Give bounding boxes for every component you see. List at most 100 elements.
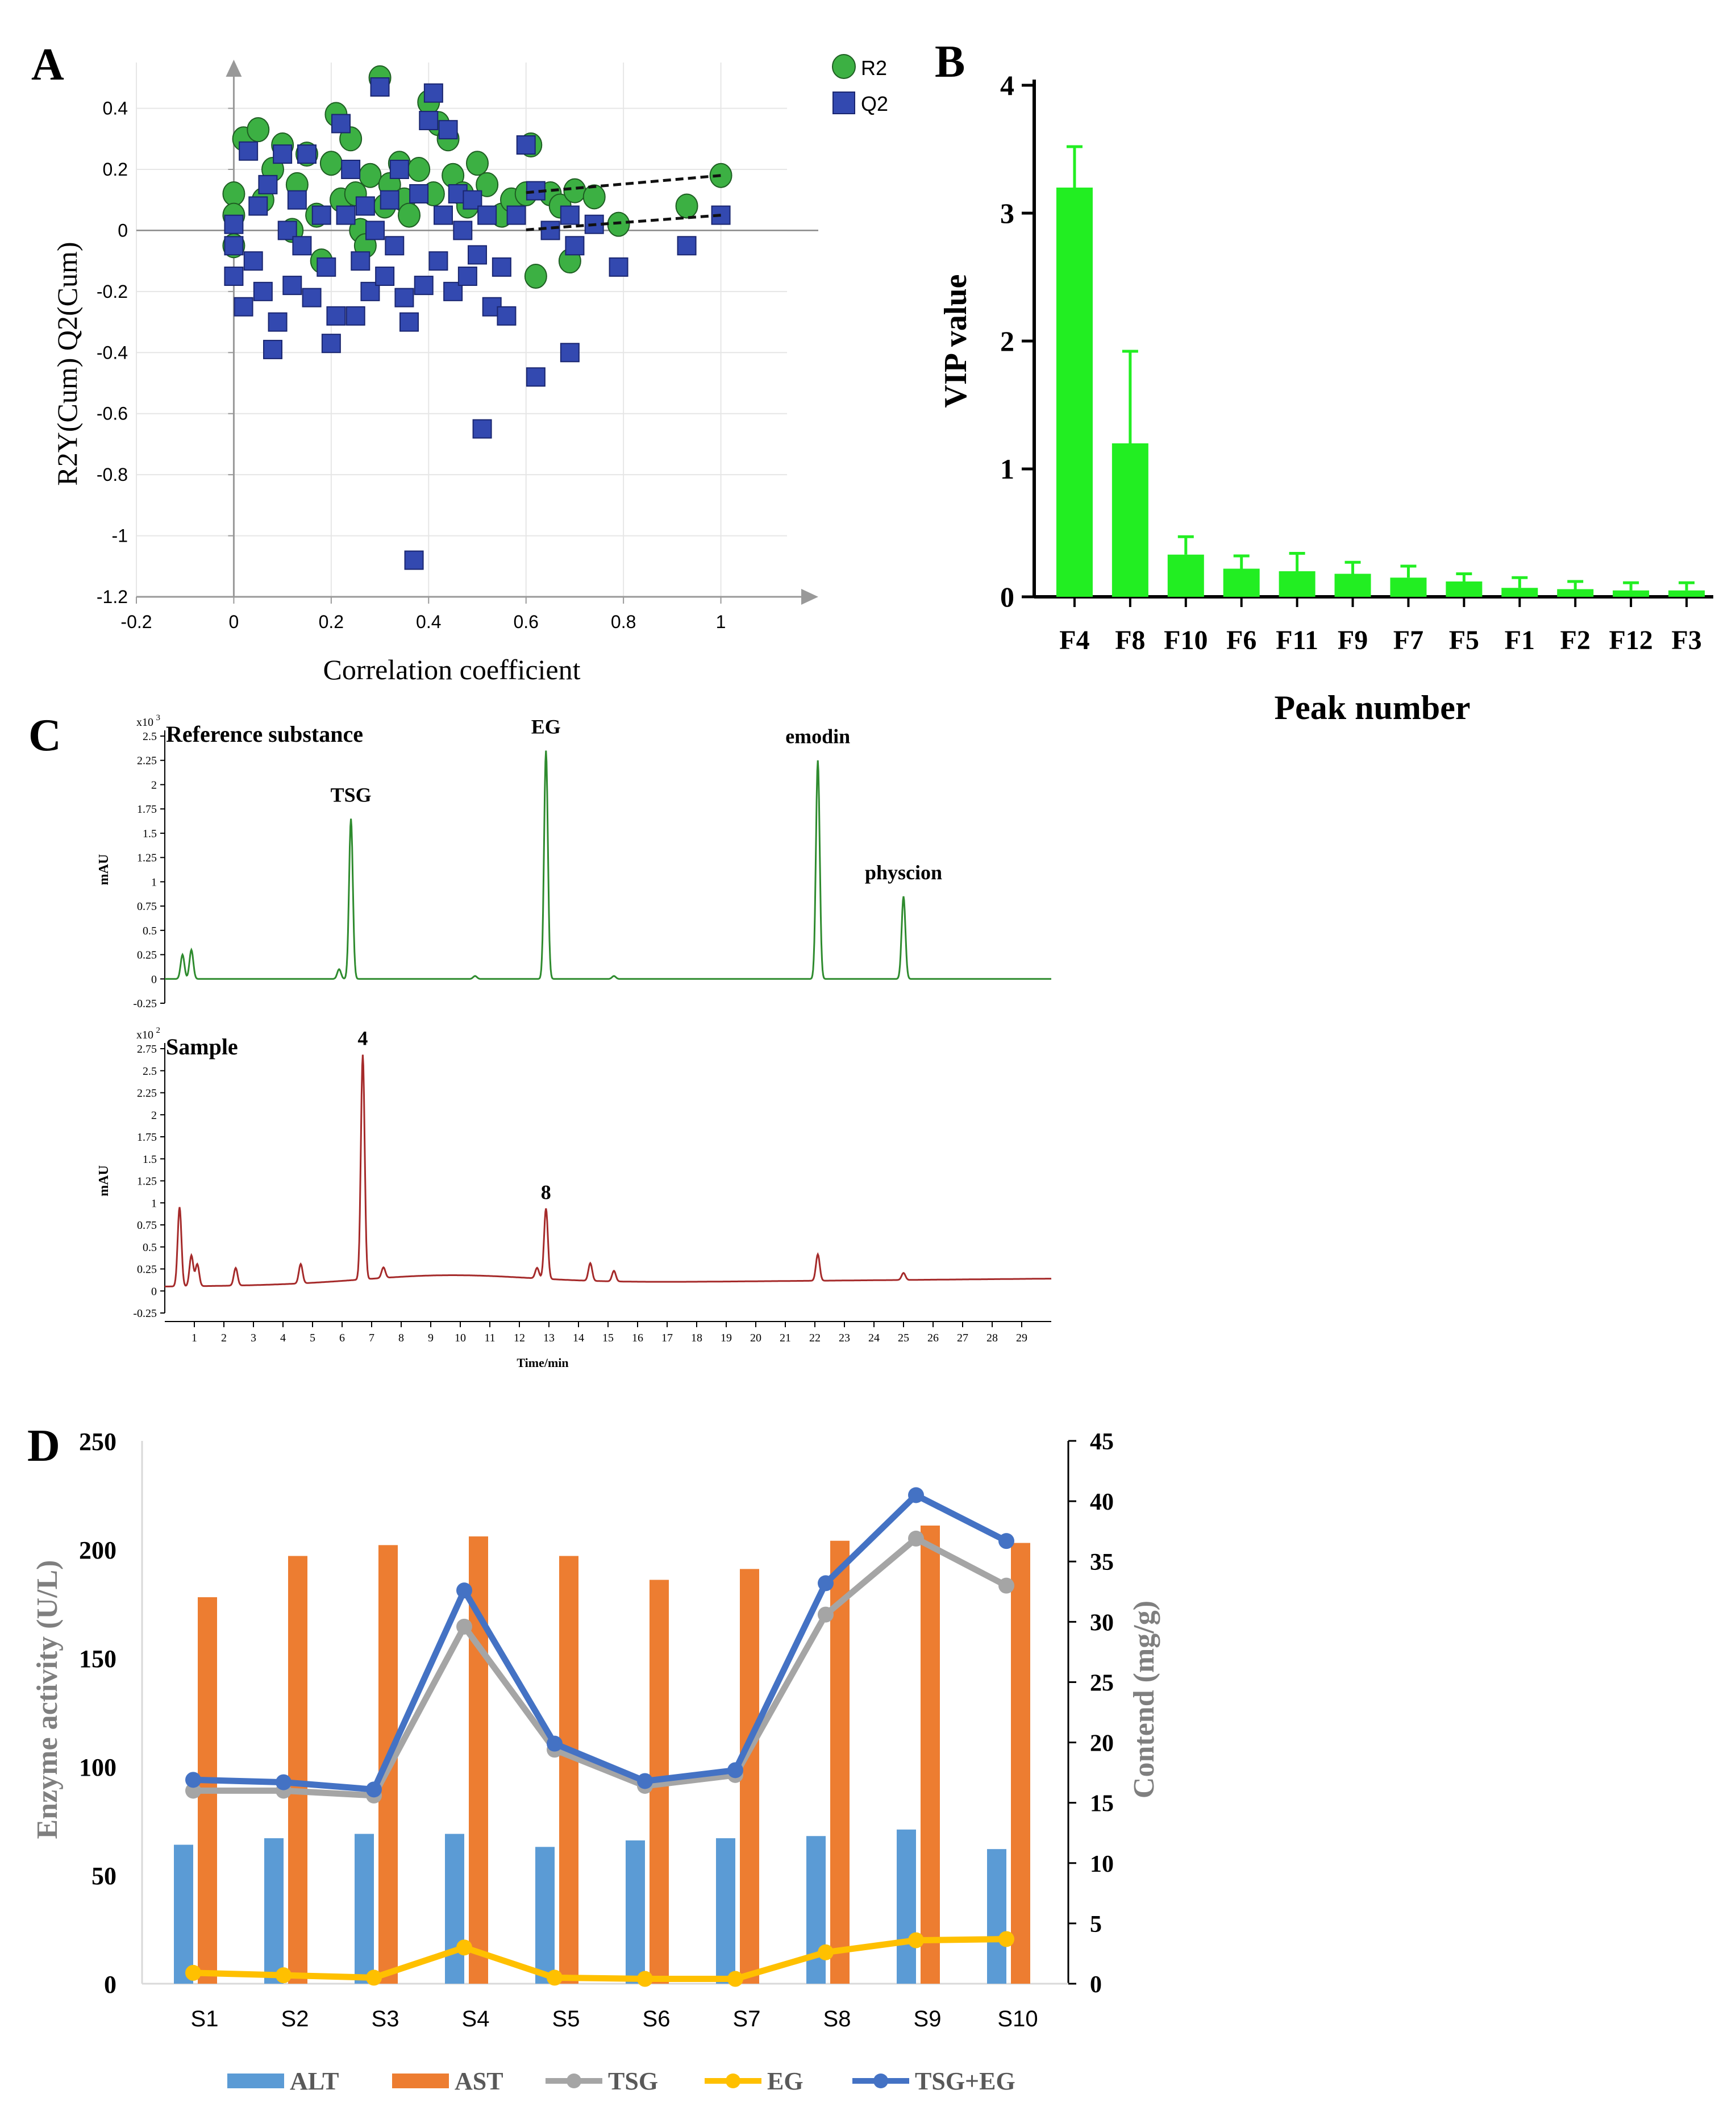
regression-line-q2 [526,214,721,231]
x-tick-label: 20 [750,1332,761,1344]
vip-bar [1668,590,1705,597]
x-tick-label: 9 [428,1332,434,1344]
x-tick-label: 2 [221,1332,227,1344]
x-tick-label: 26 [927,1332,939,1344]
ast-bar [921,1525,940,1984]
q2-point [302,288,322,308]
panel-a-y-ticks: 0.4 0.2 0 -0.2 -0.4 -0.6 -0.8 -1 -1.2 [97,98,234,607]
vip-bar [1111,443,1148,597]
y-tick-label: 0.25 [137,1264,157,1276]
y-tick-label: 0 [118,220,128,240]
panel-a-x-label: Correlation coefficient [323,654,580,685]
right-tick-label: 10 [1090,1851,1114,1877]
x-tick-label: S9 [914,2006,942,2031]
alt-bar [987,1849,1006,1984]
q2-point [311,205,331,225]
q2-point [243,251,263,271]
q2-point [341,160,361,179]
left-tick-label: 200 [79,1536,116,1564]
x-tick-label: S4 [462,2006,490,2031]
q2-point [282,276,302,296]
legend-r2-label: R2 [861,56,887,80]
y-tick-label: 2.75 [137,1043,157,1056]
x-tick-label: 6 [339,1332,345,1344]
vip-bar [1167,554,1204,597]
panel-c-time-ticks: 1 2 3 4 5 6 7 8 9 10 11 12 13 14 15 16 17 18 19 20 21 22 23 24 2… [165,1321,1051,1344]
legend-label: AST [455,2067,503,2095]
q2-point [273,144,293,164]
q2-point [234,297,253,317]
q2-point [453,221,473,240]
q2-point [375,267,395,286]
y-tick-label: 1.25 [137,1175,157,1188]
left-tick-label: 250 [79,1428,116,1456]
x-tick-label: 5 [310,1332,315,1344]
right-tick-label: 25 [1090,1670,1114,1696]
eg-line [193,1936,1007,1982]
y-tick-label: 0 [151,973,157,986]
x-tick-label: 11 [484,1332,495,1344]
q2-point [399,312,419,332]
left-tick-label: 100 [79,1754,116,1781]
alt-bar [716,1838,735,1984]
q2-point [394,288,414,308]
x-tick-label: S2 [281,2006,309,2031]
legend-r2-marker [832,54,856,79]
panel-a: A -0.2 0 0.2 0.4 0.6 0.8 1 0.4 0.2 0 -0.2 -0.4 -0.6… [31,40,888,685]
panel-b: B 0 1 2 3 4 F4 F8 F10 F6 F11 F9 F7 F5 F1 F2 F12 F3 Peak … [935,37,1713,726]
r2-point [607,211,630,237]
x-tick-label: 7 [369,1332,374,1344]
q2-point [477,205,497,225]
tsg-eg-marker [818,1575,834,1592]
q2-point [370,77,390,97]
vip-bar [1446,581,1483,597]
x-tick-label: 0.2 [319,612,344,632]
alt-bar [535,1847,555,1984]
peak-label: 4 [357,1027,368,1049]
x-tick-label: 14 [573,1332,584,1344]
tsg-eg-marker [456,1582,472,1599]
right-tick-label: 30 [1090,1610,1114,1636]
r2-point [247,117,270,143]
y-tick-label: 0 [1000,581,1014,613]
x-tick-label: 19 [721,1332,732,1344]
q2-point [472,419,492,439]
tsg-eg-marker [185,1772,201,1788]
r2-point [407,157,431,182]
x-tick-label: 21 [780,1332,791,1344]
panel-a-letter: A [31,40,64,90]
x-tick-label: F8 [1115,625,1145,655]
y-tick-label: -0.2 [97,281,128,302]
q2-point [526,367,546,387]
vip-bar [1501,588,1538,597]
q2-point [428,251,448,271]
q2-point [292,236,312,256]
y-tick-label: 1.5 [143,828,157,840]
y-tick-label: 0.75 [137,900,157,913]
y-axis-label: mAU [97,1165,111,1196]
x-tick-label: F5 [1449,625,1479,655]
eg-marker [908,1932,924,1948]
y-tick-label: 0.25 [137,949,157,962]
tsg-marker [908,1530,924,1547]
y-tick-label: 2.25 [137,1087,157,1100]
alt-bar [264,1838,284,1984]
q2-point [365,221,385,240]
x-tick-label: 8 [398,1332,404,1344]
x-tick-label: 16 [632,1332,643,1344]
peak-label: TSG [331,783,372,806]
right-tick-label: 20 [1090,1731,1114,1757]
y-tick-label: 2 [151,1109,157,1121]
q2-point [419,111,439,131]
regression-line-r2 [526,174,721,194]
vip-bar [1390,577,1427,597]
peak-label: 8 [541,1181,551,1204]
q2-point [677,236,697,256]
q2-point [336,205,356,225]
q2-point [224,236,244,256]
tsg-marker [456,1618,472,1635]
q2-point [492,257,511,277]
panel-c-reference-chromatogram: 2.5 2.25 2 1.75 1.5 1.25 1 0.75 0.5 0.25 0 -0.25 x10… [97,713,1051,1010]
legend-label: TSG+EG [915,2067,1015,2095]
tsg-eg-marker [908,1487,924,1503]
